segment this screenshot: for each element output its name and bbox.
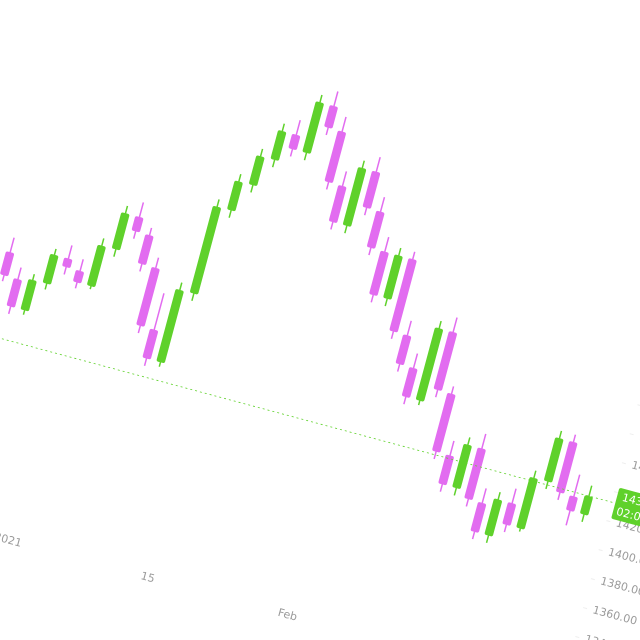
candle-body — [138, 234, 154, 265]
candle-body — [288, 134, 301, 150]
y-tick — [575, 636, 580, 639]
y-tick-label: 1480.00 — [638, 430, 640, 454]
candle-body — [556, 441, 578, 494]
y-tick — [582, 607, 588, 610]
y-tick — [637, 404, 640, 407]
y-tick-label: 1360.00 — [591, 603, 638, 627]
candle-body — [433, 331, 457, 391]
candle-body — [395, 334, 412, 365]
y-tick-label: 1460.00 — [630, 458, 640, 482]
y-tick — [598, 549, 603, 552]
y-tick — [614, 491, 619, 494]
candle-body — [324, 105, 338, 129]
y-tick — [606, 520, 611, 523]
candle-body — [270, 130, 287, 161]
candle-body — [516, 477, 538, 530]
candle-body — [112, 212, 130, 251]
x-tick-label: 15 — [139, 569, 156, 585]
candle-body — [42, 254, 59, 285]
candle-body — [502, 502, 516, 526]
candle-body — [62, 257, 73, 268]
candle-body — [227, 180, 243, 212]
candle-body — [302, 101, 324, 154]
candle-body — [438, 454, 454, 486]
price-tag-box — [611, 488, 640, 533]
candle-body — [369, 250, 389, 296]
candle-body — [87, 244, 106, 287]
candle-body — [329, 185, 347, 223]
candle-body — [6, 278, 22, 308]
candle-body — [367, 210, 385, 249]
candle-body — [0, 251, 14, 277]
candle-body — [131, 216, 144, 233]
candle-body — [142, 328, 158, 360]
candle-body — [362, 171, 381, 209]
last-price-line — [0, 321, 616, 504]
y-tick-label: 1340.00 — [583, 632, 630, 640]
candle-body — [484, 498, 502, 537]
candle-body — [249, 155, 265, 186]
candle-body — [136, 267, 160, 327]
candle-body — [73, 270, 84, 284]
y-tick-label: 1400.00 — [607, 545, 640, 569]
candle-body — [324, 130, 346, 183]
y-tick — [590, 578, 595, 581]
candle-body — [383, 254, 403, 300]
candle-body — [580, 495, 593, 516]
candle-body — [432, 393, 456, 453]
y-tick-label: 1380.00 — [599, 574, 640, 598]
candle-body — [20, 279, 37, 312]
candle-body — [156, 289, 184, 363]
candle-body — [452, 444, 472, 489]
candle-body — [416, 327, 443, 402]
candle-body — [402, 367, 418, 398]
y-tick — [621, 462, 626, 465]
candle-body — [389, 258, 417, 333]
candle-body — [190, 206, 221, 295]
y-tick — [629, 433, 634, 436]
candle-body — [544, 437, 564, 483]
candle-body — [343, 167, 367, 227]
candle-body — [566, 495, 578, 512]
candle-body — [464, 447, 486, 500]
candle-body — [470, 502, 487, 533]
x-tick-label: Feb — [276, 606, 298, 624]
x-tick-label: 2021 — [0, 530, 23, 550]
